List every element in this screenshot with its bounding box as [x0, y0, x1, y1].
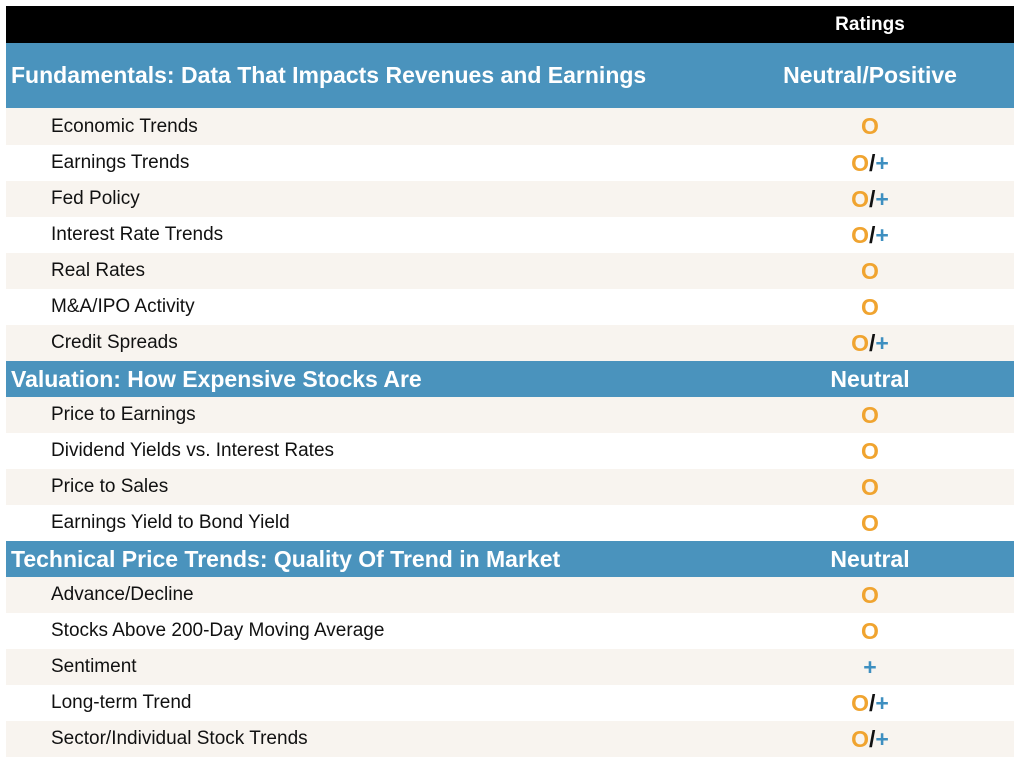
- neutral-symbol: O: [861, 257, 879, 284]
- table-row: M&A/IPO Activity O: [6, 289, 1014, 325]
- row-rating: O / +: [726, 217, 1014, 253]
- row-rating: O: [726, 577, 1014, 613]
- row-rating: O: [726, 613, 1014, 649]
- positive-symbol: +: [875, 149, 889, 176]
- section-header: Technical Price Trends: Quality Of Trend…: [6, 541, 1014, 577]
- table-row: Credit Spreads O / +: [6, 325, 1014, 361]
- separator-symbol: /: [869, 329, 876, 356]
- table-row: Dividend Yields vs. Interest Rates O: [6, 433, 1014, 469]
- separator-symbol: /: [869, 149, 876, 176]
- section-title: Valuation: How Expensive Stocks Are: [11, 365, 422, 392]
- table-row: Long-term Trend O / +: [6, 685, 1014, 721]
- section-header: Valuation: How Expensive Stocks Are Neutr…: [6, 361, 1014, 397]
- neutral-symbol: O: [861, 437, 879, 464]
- section-rating: Neutral: [830, 365, 910, 392]
- table-row: Fed Policy O / +: [6, 181, 1014, 217]
- section-rating: Neutral: [830, 545, 910, 572]
- row-label: Price to Earnings: [51, 404, 196, 425]
- positive-symbol: +: [875, 185, 889, 212]
- row-rating: O: [726, 433, 1014, 469]
- row-label: Interest Rate Trends: [51, 224, 224, 245]
- row-label: Economic Trends: [51, 115, 198, 137]
- neutral-symbol: O: [861, 401, 879, 428]
- row-label: Price to Sales: [51, 476, 169, 497]
- separator-symbol: /: [869, 689, 876, 716]
- row-rating: O: [726, 108, 1014, 145]
- row-label: Stocks Above 200-Day Moving Average: [51, 620, 385, 641]
- separator-symbol: /: [869, 185, 876, 212]
- separator-symbol: /: [869, 221, 876, 248]
- table-row: Economic Trends O: [6, 108, 1014, 145]
- neutral-symbol: O: [851, 149, 870, 176]
- row-rating: O: [726, 469, 1014, 505]
- table-row: Sector/Individual Stock Trends O / +: [6, 721, 1014, 757]
- row-rating: O / +: [726, 721, 1014, 757]
- row-label: Advance/Decline: [51, 584, 194, 605]
- row-label: Long-term Trend: [51, 692, 192, 713]
- row-label: M&A/IPO Activity: [51, 296, 195, 317]
- neutral-symbol: O: [861, 113, 879, 139]
- row-label: Sentiment: [51, 656, 137, 677]
- row-label: Fed Policy: [51, 188, 140, 209]
- table-row: Advance/Decline O: [6, 577, 1014, 613]
- neutral-symbol: O: [851, 221, 870, 248]
- row-rating: O / +: [726, 145, 1014, 181]
- separator-symbol: /: [869, 725, 876, 752]
- positive-symbol: +: [875, 689, 889, 716]
- neutral-symbol: O: [861, 293, 879, 320]
- row-rating: O: [726, 505, 1014, 541]
- table-row: Price to Sales O: [6, 469, 1014, 505]
- row-rating: +: [726, 649, 1014, 685]
- neutral-symbol: O: [861, 473, 879, 500]
- row-label: Dividend Yields vs. Interest Rates: [51, 440, 335, 461]
- positive-symbol: +: [875, 329, 889, 356]
- row-label: Real Rates: [51, 260, 145, 281]
- table-row: Stocks Above 200-Day Moving Average O: [6, 613, 1014, 649]
- neutral-symbol: O: [861, 581, 879, 608]
- positive-symbol: +: [863, 653, 877, 680]
- table-row: Interest Rate Trends O / +: [6, 217, 1014, 253]
- table-body: Fundamentals: Data That Impacts Revenues…: [6, 43, 1014, 757]
- row-label: Earnings Trends: [51, 152, 190, 173]
- neutral-symbol: O: [851, 725, 870, 752]
- table-row: Price to Earnings O: [6, 397, 1014, 433]
- positive-symbol: +: [875, 725, 889, 752]
- table-row: Earnings Yield to Bond Yield O: [6, 505, 1014, 541]
- table-row: Real Rates O: [6, 253, 1014, 289]
- neutral-symbol: O: [851, 689, 870, 716]
- table-row: Earnings Trends O / +: [6, 145, 1014, 181]
- ratings-table: Ratings Fundamentals: Data That Impacts …: [6, 6, 1014, 757]
- neutral-symbol: O: [861, 509, 879, 536]
- row-rating: O: [726, 289, 1014, 325]
- row-rating: O: [726, 253, 1014, 289]
- neutral-symbol: O: [851, 185, 870, 212]
- neutral-symbol: O: [851, 329, 870, 356]
- section-rating: Neutral/Positive: [783, 62, 957, 88]
- row-label: Credit Spreads: [51, 332, 178, 353]
- row-rating: O / +: [726, 325, 1014, 361]
- row-rating: O: [726, 397, 1014, 433]
- section-title: Fundamentals: Data That Impacts Revenues…: [11, 62, 647, 88]
- row-rating: O / +: [726, 181, 1014, 217]
- row-label: Sector/Individual Stock Trends: [51, 728, 308, 749]
- section-title: Technical Price Trends: Quality Of Trend…: [11, 545, 561, 572]
- row-rating: O / +: [726, 685, 1014, 721]
- positive-symbol: +: [875, 221, 889, 248]
- table-header: Ratings: [6, 6, 1014, 43]
- row-label: Earnings Yield to Bond Yield: [51, 512, 290, 533]
- section-header: Fundamentals: Data That Impacts Revenues…: [6, 43, 1014, 108]
- neutral-symbol: O: [861, 617, 879, 644]
- table-row: Sentiment +: [6, 649, 1014, 685]
- ratings-column-header: Ratings: [835, 13, 905, 35]
